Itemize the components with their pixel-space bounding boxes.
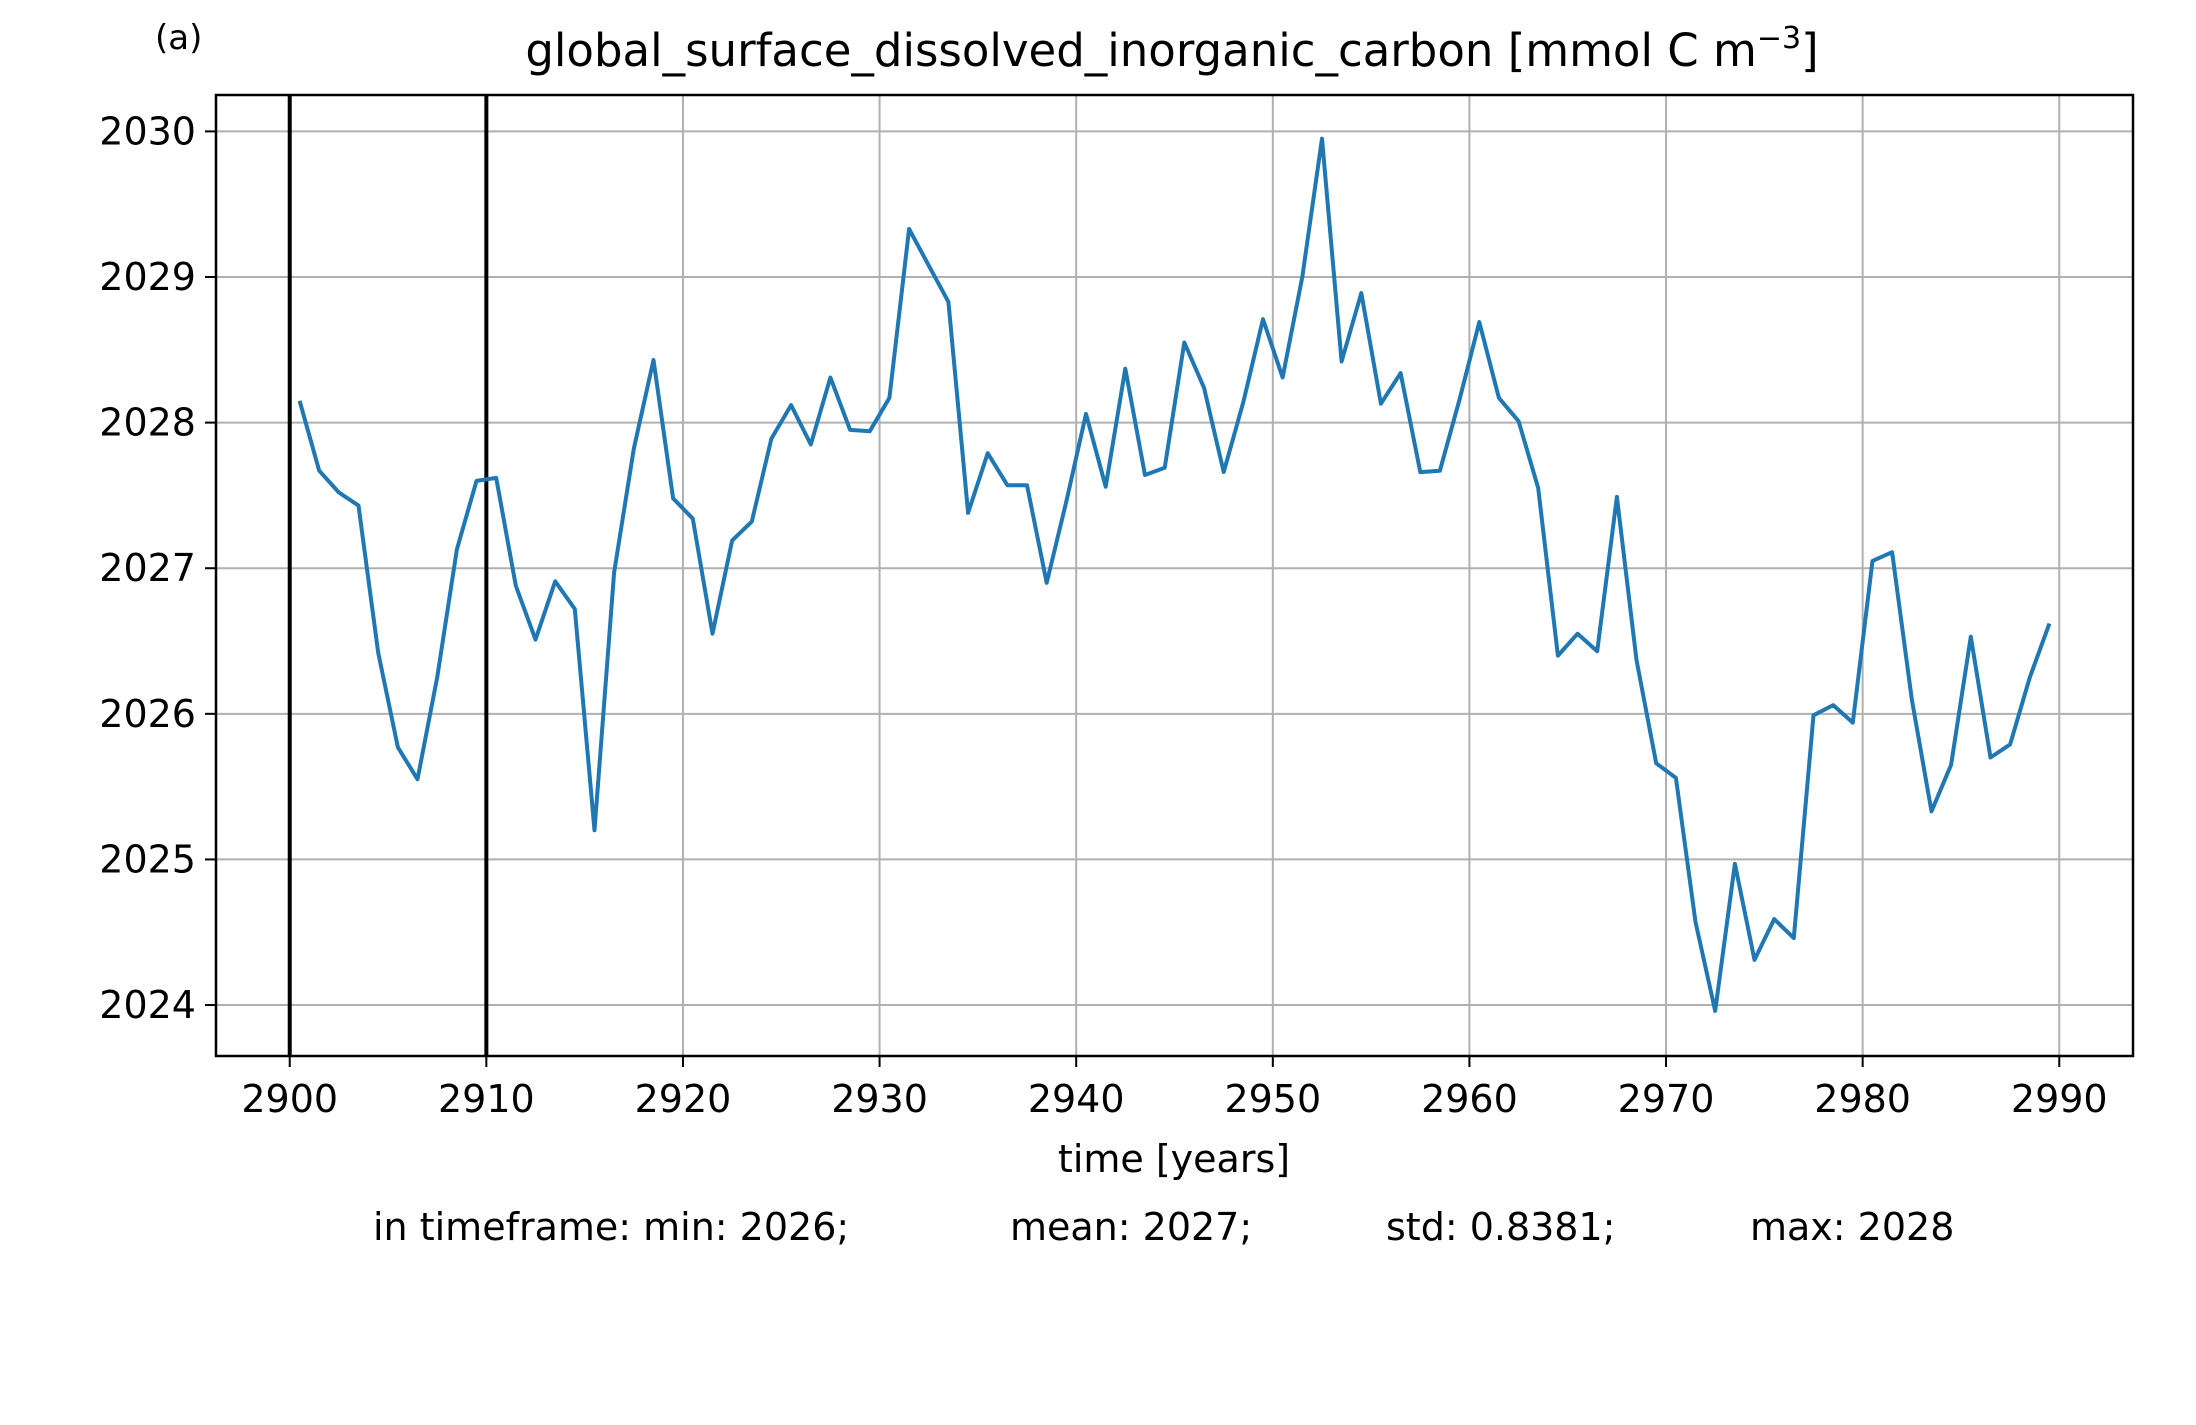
x-tick-label: 2930 (831, 1077, 928, 1121)
x-tick-label: 2980 (1814, 1077, 1911, 1121)
x-tick-label: 2910 (438, 1077, 535, 1121)
x-tick-label: 2920 (635, 1077, 732, 1121)
x-tick-label: 2970 (1618, 1077, 1715, 1121)
chart-title: global_surface_dissolved_inorganic_carbo… (525, 21, 1818, 77)
vertical-markers (287, 95, 489, 1056)
plot-frame (214, 93, 2135, 1058)
line-chart: global_surface_dissolved_inorganic_carbo… (99, 21, 2135, 1181)
y-tick-label: 2025 (99, 837, 196, 881)
stats-footer: in timeframe: min: 2026; mean: 2027; std… (0, 1205, 2196, 1425)
x-tick-label: 2960 (1421, 1077, 1518, 1121)
chart-title-main: global_surface_dissolved_inorganic_carbo… (525, 24, 1756, 77)
series-line (297, 136, 2052, 1013)
x-axis-ticks: 2900 2910 2920 2930 2940 2950 2960 2970 2980 2990 (241, 1056, 2108, 1121)
x-axis-label: time [years] (1058, 1137, 1290, 1181)
stat-min: in timeframe: min: 2026; (373, 1205, 850, 1249)
y-tick-label: 2027 (99, 546, 196, 590)
chart-title-superscript: −3 (1757, 21, 1801, 56)
stat-max: max: 2028 (1750, 1205, 1955, 1249)
x-tick-label: 2990 (2011, 1077, 2108, 1121)
panel-label: (a) (155, 18, 203, 58)
x-tick-label: 2900 (241, 1077, 338, 1121)
y-tick-label: 2026 (99, 692, 196, 736)
stat-std: std: 0.8381; (1386, 1205, 1616, 1249)
grid-lines (216, 95, 2133, 1056)
y-tick-label: 2029 (99, 255, 196, 299)
x-tick-label: 2950 (1224, 1077, 1321, 1121)
y-tick-label: 2030 (99, 109, 196, 153)
y-tick-label: 2024 (99, 983, 196, 1027)
stat-mean: mean: 2027; (1010, 1205, 1253, 1249)
y-tick-label: 2028 (99, 401, 196, 445)
y-axis-ticks: 2024 2025 2026 2027 2028 2029 2030 (99, 109, 216, 1027)
x-tick-label: 2940 (1028, 1077, 1125, 1121)
series-layer (297, 136, 2052, 1013)
chart-title-suffix: ] (1801, 24, 1819, 77)
